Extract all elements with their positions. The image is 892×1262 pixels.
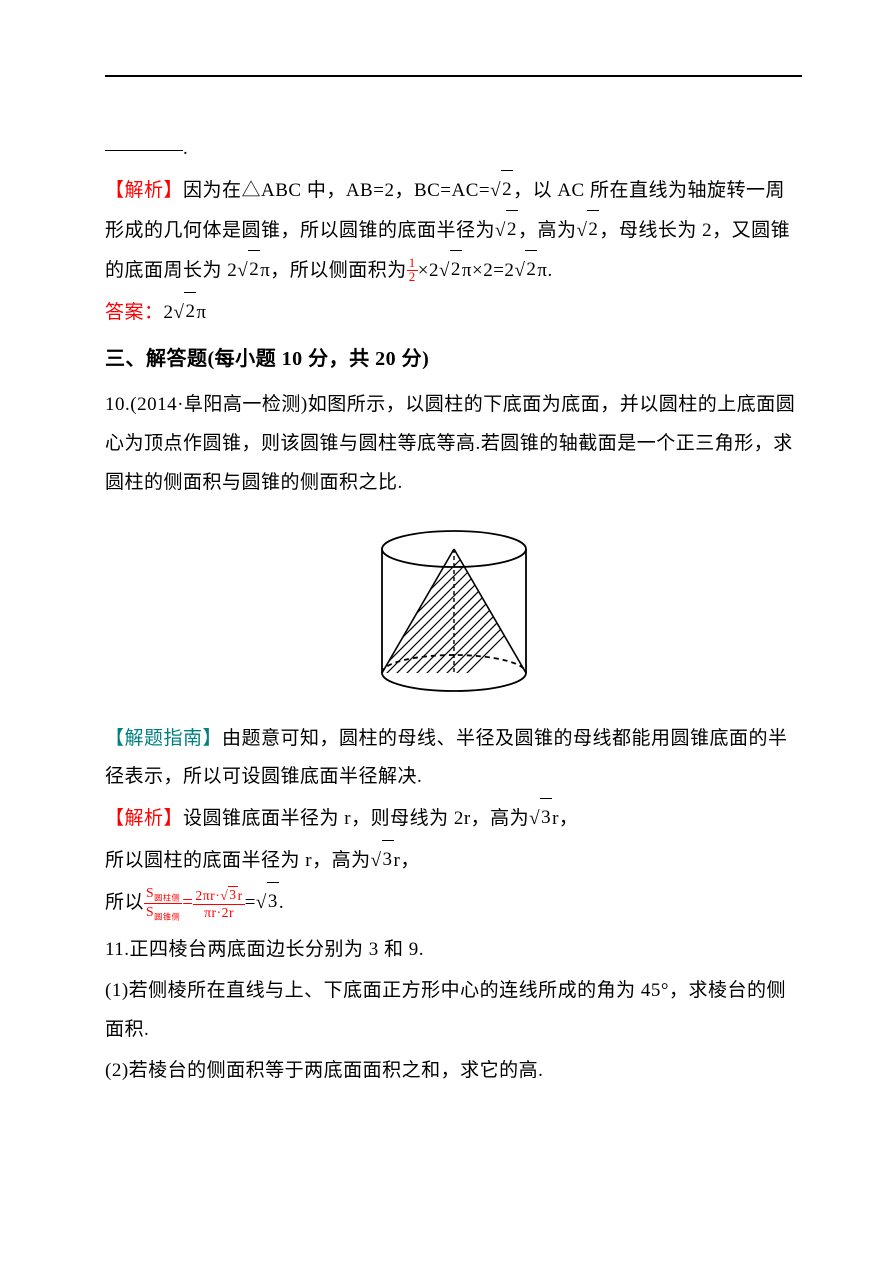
section-heading-3: 三、解答题(每小题 10 分，共 20 分) — [105, 339, 802, 380]
sqrt-icon: 2 — [237, 251, 260, 291]
analysis-label: 【解析】 — [105, 808, 183, 829]
analysis-text: π. — [537, 260, 552, 281]
sqrt-icon: 3 — [256, 883, 279, 923]
question-11-part2: (2)若棱台的侧面积等于两底面面积之和，求它的高. — [105, 1052, 802, 1091]
analysis-text: r， — [394, 850, 420, 871]
fill-blank — [105, 150, 183, 151]
ratio-fraction-2: 2πr·3rπr·2r — [193, 887, 244, 920]
question-11-part1: (1)若侧棱所在直线与上、下底面正方形中心的连线所成的角为 45°，求棱台的侧面… — [105, 972, 802, 1050]
ratio-fraction-1: S圆柱侧S圆锥侧 — [144, 885, 182, 922]
answer-value: π — [196, 302, 206, 323]
analysis-text: ×2 — [418, 260, 439, 281]
hint-label: 【解题指南】 — [105, 728, 222, 749]
blank-field-line: . — [105, 130, 802, 169]
answer-label: 答案： — [105, 302, 164, 323]
analysis-text: 所以 — [105, 892, 144, 913]
sqrt-icon: 2 — [174, 293, 197, 333]
sqrt-icon: 3 — [371, 841, 394, 881]
analysis-text: . — [279, 892, 284, 913]
sqrt-icon: 2 — [490, 171, 513, 211]
analysis-2-line1: 【解析】设圆锥底面半径为 r，则母线为 2r，高为3r， — [105, 799, 802, 839]
analysis-text: r， — [552, 808, 578, 829]
sqrt-icon: 3 — [529, 799, 552, 839]
analysis-text: = — [245, 892, 256, 913]
analysis-text: π×2=2 — [462, 260, 515, 281]
analysis-text: π，所以侧面积为 — [260, 260, 407, 281]
sqrt-icon: 2 — [495, 211, 518, 251]
analysis-label: 【解析】 — [105, 180, 183, 201]
blank-period: . — [183, 138, 188, 159]
cylinder-cone-figure — [105, 521, 802, 706]
equals: = — [182, 892, 193, 913]
fraction: 12 — [407, 257, 418, 284]
question-11: 11.正四棱台两底面边长分别为 3 和 9. — [105, 931, 802, 970]
sqrt-icon: 2 — [514, 251, 537, 291]
analysis-text: 因为在△ABC 中，AB=2，BC=AC= — [183, 180, 490, 201]
analysis-text: ，高为 — [518, 220, 577, 241]
analysis-2-line2: 所以圆柱的底面半径为 r，高为3r， — [105, 841, 802, 881]
hint: 【解题指南】由题意可知，圆柱的母线、半径及圆锥的母线都能用圆锥底面的半径表示，所… — [105, 720, 802, 798]
analysis-text: 设圆锥底面半径为 r，则母线为 2r，高为 — [183, 808, 529, 829]
analysis-2-line3: 所以S圆柱侧S圆锥侧=2πr·3rπr·2r=3. — [105, 883, 802, 923]
question-10: 10.(2014·阜阳高一检测)如图所示，以圆柱的下底面为底面，并以圆柱的上底面… — [105, 386, 802, 503]
answer-1: 答案：22π — [105, 293, 802, 333]
top-rule — [105, 75, 802, 77]
analysis-text: 所以圆柱的底面半径为 r，高为 — [105, 850, 371, 871]
analysis-1: 【解析】因为在△ABC 中，AB=2，BC=AC=2，以 AC 所在直线为轴旋转… — [105, 171, 802, 291]
sqrt-icon: 2 — [439, 251, 462, 291]
sqrt-icon: 2 — [576, 211, 599, 251]
answer-value: 2 — [164, 302, 174, 323]
